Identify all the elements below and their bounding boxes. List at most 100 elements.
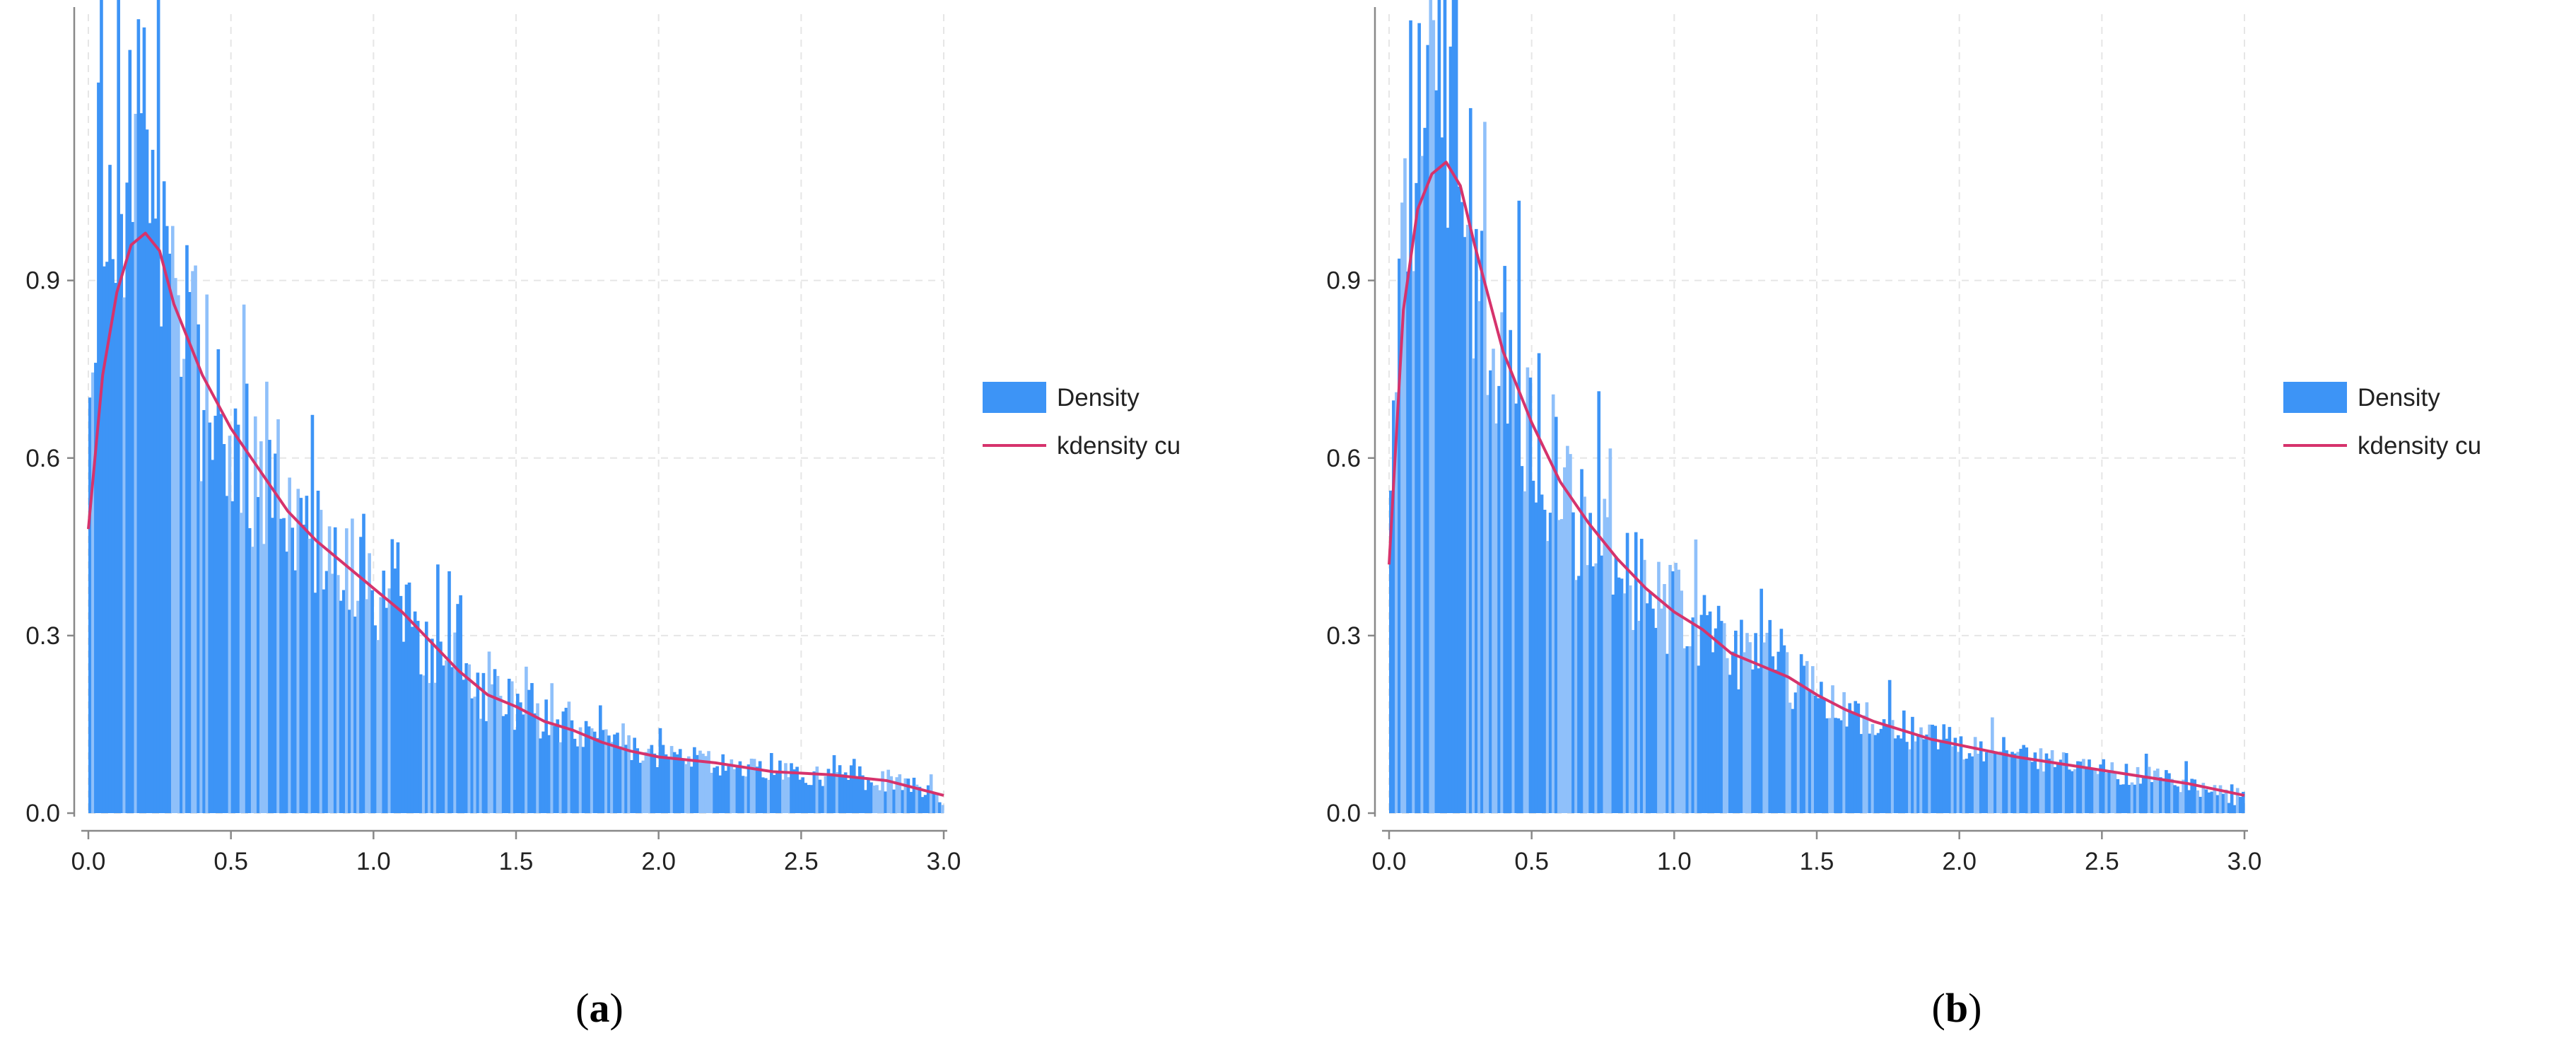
histogram-bar [937, 802, 942, 813]
histogram-bar [308, 538, 312, 813]
histogram-bar [2207, 792, 2211, 813]
histogram-bar [669, 746, 674, 813]
histogram-bar [299, 498, 303, 813]
kde-line [1388, 161, 2245, 797]
histogram-bar [525, 666, 528, 813]
histogram-bar [1865, 702, 1869, 813]
histogram-bar [1649, 592, 1652, 813]
histogram-bar [1523, 491, 1527, 813]
y-tick-label: 0.9 [25, 267, 60, 295]
histogram-bar [1486, 395, 1489, 813]
histogram-bar [2053, 766, 2057, 813]
histogram-bar [940, 805, 944, 813]
histogram-bar [1554, 416, 1558, 813]
histogram-bar [162, 181, 166, 814]
histogram-bar [920, 797, 925, 813]
histogram-bar [624, 745, 628, 813]
histogram-bar [382, 571, 386, 813]
histogram-bar [1719, 621, 1723, 813]
histogram-bar [1796, 682, 1801, 813]
histogram-bar [881, 771, 884, 813]
histogram-bar [396, 542, 400, 813]
histogram-bar [134, 113, 138, 813]
histogram-bar [1757, 668, 1760, 813]
histogram-bar [644, 752, 648, 813]
histogram-bar [613, 734, 616, 813]
legend-label-density: Density [1057, 384, 1140, 412]
histogram-bar [1429, 0, 1433, 814]
histogram-bar [293, 570, 298, 813]
histogram-bar [239, 513, 243, 813]
histogram-bar [148, 223, 152, 813]
histogram-bar [139, 113, 144, 813]
x-tick-label: 2.5 [2085, 848, 2119, 875]
histogram-bar [1537, 353, 1541, 813]
histogram-bar [513, 730, 517, 813]
histogram-bar [1545, 541, 1550, 813]
histogram-bar [1950, 746, 1955, 813]
histogram-bar [479, 718, 483, 813]
histogram-bar [1446, 228, 1450, 813]
histogram-bar [476, 672, 480, 813]
histogram-bar [2050, 750, 2054, 813]
histogram-bar [245, 383, 249, 813]
histogram-bar [826, 769, 831, 813]
histogram-bar [1699, 614, 1704, 813]
histogram-bar [159, 326, 163, 814]
histogram-bar [1988, 749, 1991, 813]
histogram-bar [872, 785, 876, 813]
x-tick-label: 1.0 [356, 848, 391, 875]
histogram-bar [1637, 621, 1641, 813]
histogram-bar [1765, 633, 1769, 813]
histogram-bar [413, 611, 417, 813]
histogram-bar [365, 599, 368, 813]
histogram-bar [188, 292, 192, 814]
histogram-bar [1591, 566, 1595, 813]
histogram-bar [2127, 785, 2131, 813]
histogram-bar [1928, 724, 1931, 813]
histogram-bar [1890, 720, 1895, 813]
histogram-bar [2165, 770, 2168, 813]
histogram-bar [333, 527, 337, 813]
y-tick-label: 0.3 [1326, 622, 1361, 650]
histogram-bar [2030, 762, 2035, 813]
histogram-bar [182, 358, 186, 813]
histogram-bar [798, 779, 802, 813]
histogram-bar [1663, 584, 1666, 813]
histogram-bar [1702, 595, 1706, 813]
histogram-bar [621, 723, 625, 813]
histogram-bar [125, 182, 129, 814]
histogram-bar [2027, 758, 2032, 813]
histogram-bar [1834, 718, 1837, 813]
histogram-bar [2061, 752, 2066, 813]
x-tick-label: 3.0 [927, 848, 961, 875]
histogram-bar [903, 778, 908, 813]
histogram-bar [313, 593, 317, 813]
histogram-bar [1415, 182, 1418, 814]
histogram-bar [1634, 532, 1638, 813]
histogram-bar [373, 625, 377, 813]
histogram-bar [935, 793, 939, 813]
histogram-bar [561, 711, 566, 813]
histogram-bar [285, 552, 288, 813]
histogram-bar [385, 607, 389, 813]
histogram-bar [379, 597, 383, 813]
histogram-bar [1560, 519, 1564, 813]
histogram-bar [136, 19, 141, 814]
histogram-bar [558, 742, 563, 813]
histogram-bar [2176, 786, 2179, 813]
histogram-bar [177, 295, 180, 813]
histogram-bar [236, 424, 240, 813]
histogram-bar [1931, 724, 1934, 813]
histogram-bar [456, 604, 459, 813]
histogram-bar [2025, 747, 2029, 813]
histogram-bar [724, 771, 728, 813]
histogram-bar [570, 720, 574, 813]
histogram-bar [1477, 301, 1481, 814]
histogram-bar [1716, 605, 1721, 813]
histogram-bar [1991, 717, 1994, 813]
histogram-bar [1646, 603, 1649, 813]
histogram-bar [453, 632, 457, 813]
histogram-bar [1942, 724, 1946, 813]
histogram-bar [1956, 752, 1960, 813]
